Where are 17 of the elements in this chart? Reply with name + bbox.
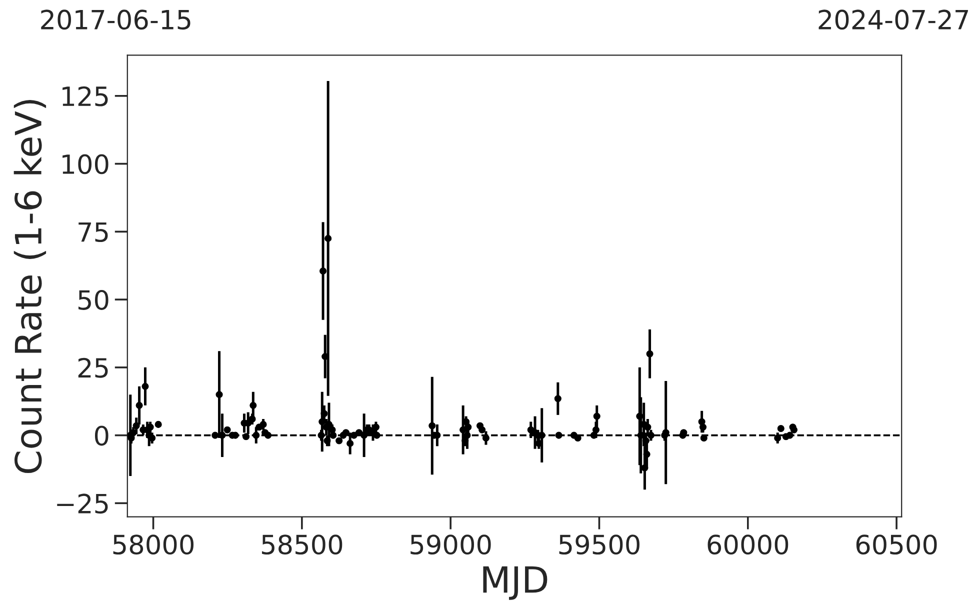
y-tick-label: 100 — [62, 154, 108, 174]
text: 2024-07-27 — [818, 10, 968, 30]
y-tick-label: 50 — [78, 290, 108, 310]
y-tick-label: 25 — [78, 358, 108, 378]
y-tick-label: 75 — [78, 222, 108, 242]
y-tick-label: 0 — [94, 426, 108, 446]
x-tick-label: 58000 — [113, 534, 194, 555]
text: 2017-06-15 — [41, 10, 190, 30]
y-axis-title: Count Rate (1-6 keV) — [14, 100, 46, 474]
x-tick-label: 59000 — [410, 534, 491, 555]
x-axis-title: MJD — [483, 566, 548, 600]
x-tick-label: 60500 — [856, 534, 937, 555]
x-tick-label: 58500 — [262, 534, 342, 555]
x-tick-label: 60000 — [708, 534, 788, 555]
x-tick-label: 59500 — [559, 534, 640, 555]
y-tick-label: 125 — [62, 86, 108, 106]
y-tick-label: −25 — [57, 494, 108, 514]
